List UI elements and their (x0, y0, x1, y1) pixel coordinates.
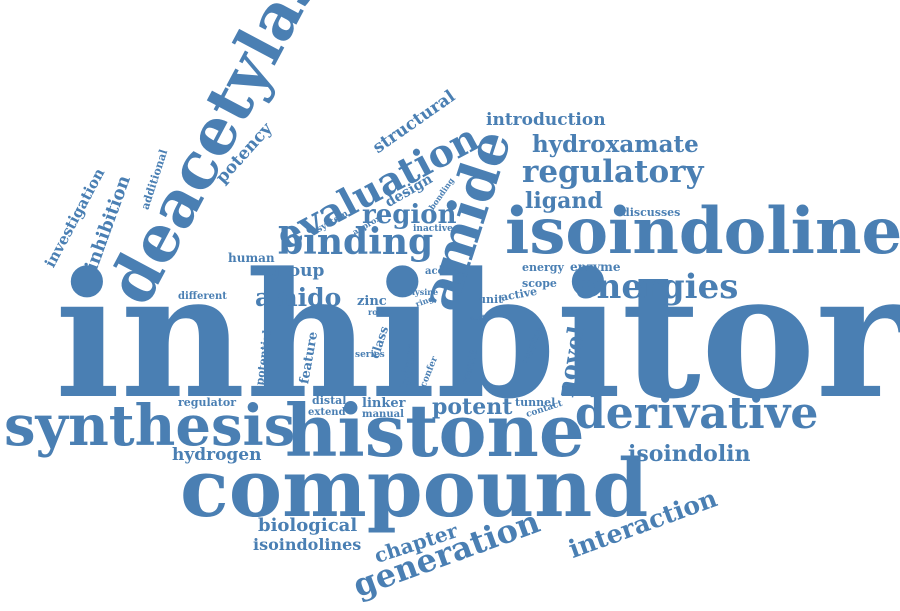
word-introduction: introduction (486, 110, 606, 130)
word-zinc: zinc (357, 294, 387, 309)
word-inhibitor: inhibitor (55, 234, 900, 437)
word-amido: amido (255, 283, 342, 312)
word-ligand: ligand (525, 188, 603, 214)
word-energy: energy (522, 261, 564, 274)
word-state: state (470, 313, 490, 322)
word-tunnel: tunnel (515, 396, 556, 409)
word-synthesis: synthesis (4, 393, 296, 459)
word-regulatory: regulatory (522, 154, 704, 190)
word-different: different (178, 291, 227, 302)
word-binding: binding (278, 221, 434, 263)
word-compound: compound (180, 441, 649, 535)
word-group: group (268, 261, 325, 281)
word-manual: manual (362, 409, 404, 420)
word-enzyme: enzyme (570, 260, 621, 274)
word-linker: linker (362, 396, 406, 411)
word-extend: extend (308, 407, 346, 418)
word-unit: unit (478, 293, 504, 306)
word-potent: potent (432, 394, 513, 420)
word-energies: energies (575, 267, 739, 307)
word-series: series (355, 350, 385, 360)
word-isoindolines: isoindolines (253, 535, 362, 554)
word-acetate: acetate (425, 266, 467, 277)
word-role: role (368, 307, 386, 317)
word-isoindolin: isoindolin (628, 441, 751, 467)
word-lysine: lysine (412, 287, 439, 297)
word-biological: biological (258, 515, 358, 536)
word-scope: scope (522, 277, 557, 290)
word-hydroxamate: hydroxamate (532, 131, 699, 158)
word-region: region (362, 200, 457, 230)
word-regulator: regulator (178, 396, 237, 409)
word-inactive: inactive (413, 224, 453, 234)
word-human: human (228, 251, 275, 265)
word-derivative: derivative (575, 388, 819, 439)
word-histone: histone (285, 388, 585, 473)
word-isoindoline: isoindoline (505, 194, 900, 269)
word-discusses: discusses (622, 206, 681, 219)
word-distal: distal (312, 394, 347, 407)
word-hydrogen: hydrogen (172, 445, 262, 465)
